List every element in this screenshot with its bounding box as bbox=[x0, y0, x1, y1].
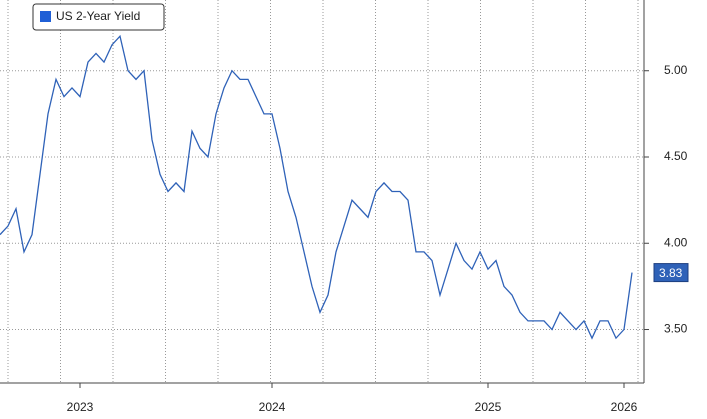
x-tick-label: 2023 bbox=[67, 400, 94, 414]
last-value-label: 3.83 bbox=[659, 266, 683, 280]
line-series bbox=[0, 34, 633, 340]
x-tick-label: 2024 bbox=[259, 400, 286, 414]
x-tick-label: 2025 bbox=[475, 400, 502, 414]
y-tick-label: 4.00 bbox=[664, 235, 688, 249]
x-tick-label: 2026 bbox=[611, 400, 638, 414]
legend-box bbox=[32, 3, 165, 31]
last-value-badge bbox=[653, 263, 689, 283]
y-tick-label: 5.00 bbox=[664, 63, 688, 77]
y-tick-label: 4.50 bbox=[664, 149, 688, 163]
legend-label: US 2-Year Yield bbox=[56, 9, 140, 23]
legend-swatch bbox=[40, 11, 51, 22]
y-tick-label: 3.50 bbox=[664, 322, 688, 336]
